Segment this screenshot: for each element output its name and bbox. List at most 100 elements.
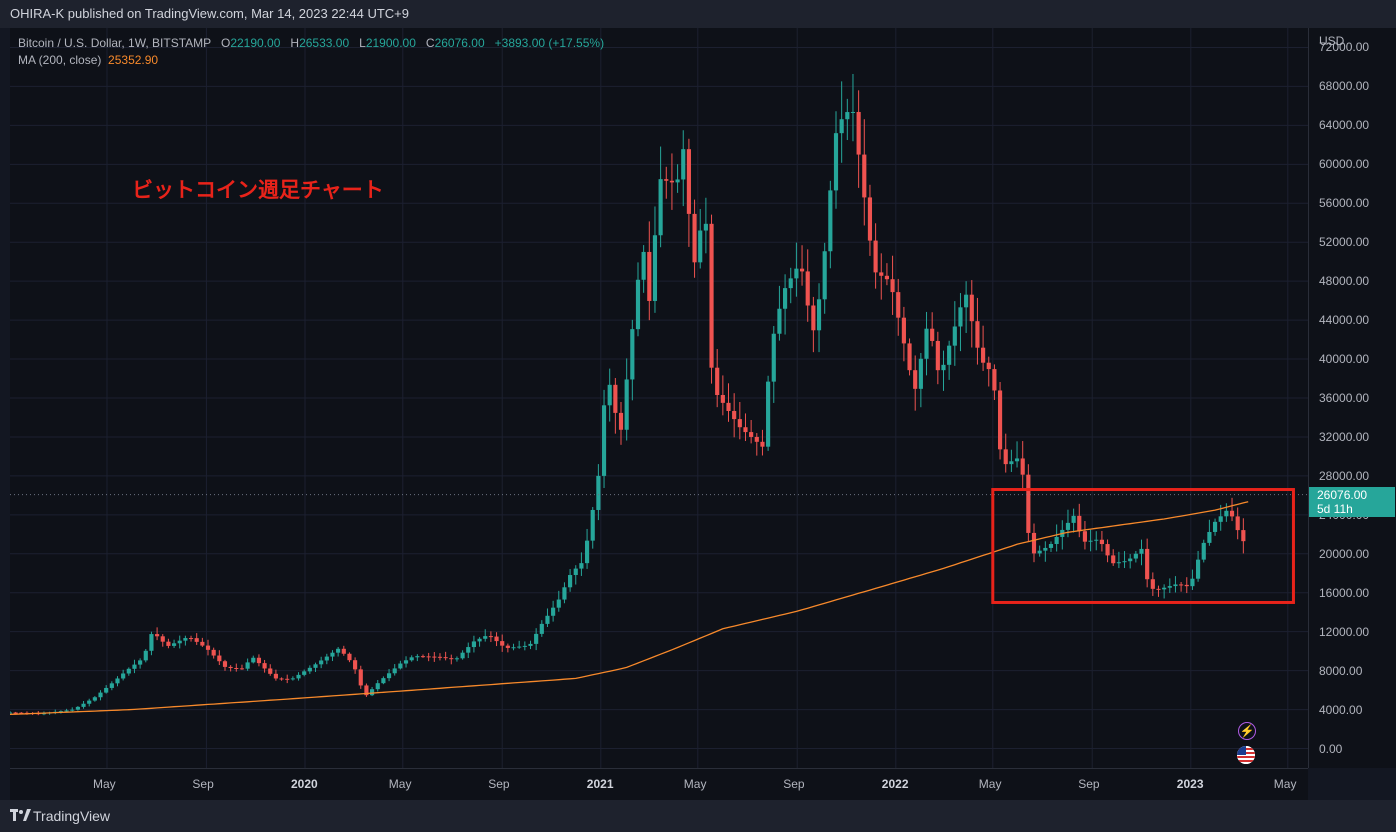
time-tick-label: Sep — [783, 777, 805, 791]
candle-body — [935, 340, 940, 371]
candle-body — [647, 251, 652, 301]
candle-body — [1026, 474, 1031, 533]
candle-body — [330, 652, 335, 657]
time-tick-label: May — [1273, 777, 1297, 791]
candle-body — [1196, 559, 1201, 579]
time-tick-label: May — [92, 777, 116, 791]
last-price-value: 26076.00 — [1317, 487, 1368, 502]
time-axis[interactable]: May Sep 2020 May Sep 2021 May Sep 2022 May Sep 2023… — [10, 768, 1308, 800]
us-flag-icon[interactable] — [1237, 746, 1255, 764]
time-tick-label: Sep — [1078, 777, 1100, 791]
candle-body — [58, 711, 63, 713]
candle-body — [81, 703, 86, 707]
candle-body — [1014, 458, 1020, 462]
candle-body — [500, 641, 505, 646]
price-chart[interactable] — [10, 28, 1308, 768]
candle-body — [1184, 584, 1189, 587]
candle-body — [1031, 532, 1037, 554]
candle-body — [669, 180, 675, 183]
us-flag-graphic — [1237, 746, 1255, 764]
candle-body — [1235, 516, 1240, 531]
candle-body — [522, 645, 527, 647]
time-tick-label: 2023 — [1176, 777, 1204, 791]
candle-body — [228, 666, 233, 669]
price-tick-label: 68000.00 — [1319, 79, 1370, 94]
last-price-label: 26076.00 5d 11h — [1309, 486, 1395, 517]
candle-body — [1156, 588, 1161, 590]
candle-body — [720, 395, 725, 403]
price-tick-label: 16000.00 — [1319, 585, 1370, 600]
candle-body — [437, 656, 443, 658]
candle-body — [1201, 542, 1206, 560]
candle-body — [454, 658, 460, 660]
candle-body — [890, 279, 895, 293]
candle-body — [87, 700, 92, 704]
candle-body — [409, 657, 414, 661]
candle-body — [483, 636, 488, 639]
candle-body — [1048, 543, 1054, 548]
candle-body — [517, 646, 522, 648]
candle-body — [816, 299, 822, 331]
candle-body — [783, 288, 788, 309]
candle-body — [336, 648, 341, 653]
legend-high: 26533.00 — [299, 36, 350, 50]
candle-body — [856, 111, 861, 155]
candle-body — [392, 668, 397, 674]
candle-body — [924, 328, 929, 359]
footer-brand: TradingView — [33, 808, 111, 824]
price-tick-label: 32000.00 — [1319, 429, 1370, 444]
price-tick-label: 72000.00 — [1319, 40, 1370, 55]
candle-body — [126, 668, 131, 674]
time-tick-label: Sep — [488, 777, 510, 791]
footer-bar: TradingView — [0, 800, 1396, 832]
candle-body — [1020, 458, 1025, 475]
candle-body — [732, 410, 737, 420]
candle-body — [981, 347, 986, 363]
candle-body — [562, 587, 567, 600]
legend-main: Bitcoin / U.S. Dollar, 1W, BITSTAMP O221… — [18, 36, 604, 50]
candle-body — [324, 656, 329, 661]
price-axis-currency: USD — [1319, 34, 1345, 48]
candle-body — [839, 119, 844, 134]
legend-low: 21900.00 — [365, 36, 416, 50]
candle-body — [1065, 522, 1071, 530]
chart-annotation: ビットコイン週足チャート — [132, 179, 384, 202]
candle-body — [13, 712, 18, 714]
candle-body — [217, 655, 222, 662]
candle-body — [115, 678, 120, 684]
lightning-icon[interactable]: ⚡ — [1238, 722, 1256, 740]
publisher-text: OHIRA-K published on TradingView.com, Ma… — [10, 6, 410, 21]
candle-body — [358, 669, 363, 686]
line-layer — [10, 494, 1308, 716]
candle-body — [1133, 553, 1138, 559]
candle-body — [341, 648, 346, 654]
candle-body — [618, 412, 624, 430]
candle-body — [1122, 561, 1127, 563]
price-tick-label: 20000.00 — [1319, 546, 1370, 561]
legend-symbol: Bitcoin / U.S. Dollar, 1W, BITSTAMP — [18, 36, 211, 50]
candle-body — [1094, 539, 1099, 541]
candle-body — [754, 436, 759, 442]
legend-open: 22190.00 — [230, 36, 281, 50]
price-tick-label: 56000.00 — [1319, 196, 1370, 211]
candle-body — [488, 636, 493, 638]
candle-body — [222, 661, 228, 667]
candle-body — [545, 615, 550, 624]
candle-body — [471, 641, 476, 648]
publisher-bar: OHIRA-K published on TradingView.com, Ma… — [0, 0, 1396, 28]
candle-body — [624, 379, 629, 430]
candle-body — [607, 384, 612, 406]
candle-body — [505, 645, 510, 648]
candle-body — [1111, 555, 1116, 564]
grid-layer — [10, 28, 1308, 768]
candle-body — [528, 643, 533, 646]
candle-body — [177, 640, 182, 644]
price-axis[interactable]: USD 0.00 4000.00 8000.00 12000.00 16000.00 20… — [1308, 28, 1396, 768]
candle-body — [664, 179, 669, 181]
candle-body — [143, 650, 148, 661]
candle-body — [1003, 449, 1008, 465]
candle-body — [171, 643, 177, 646]
candle-body — [19, 712, 24, 714]
chart-panel[interactable]: Bitcoin / U.S. Dollar, 1W, BITSTAMP O221… — [10, 28, 1308, 768]
candle-body — [579, 563, 584, 569]
